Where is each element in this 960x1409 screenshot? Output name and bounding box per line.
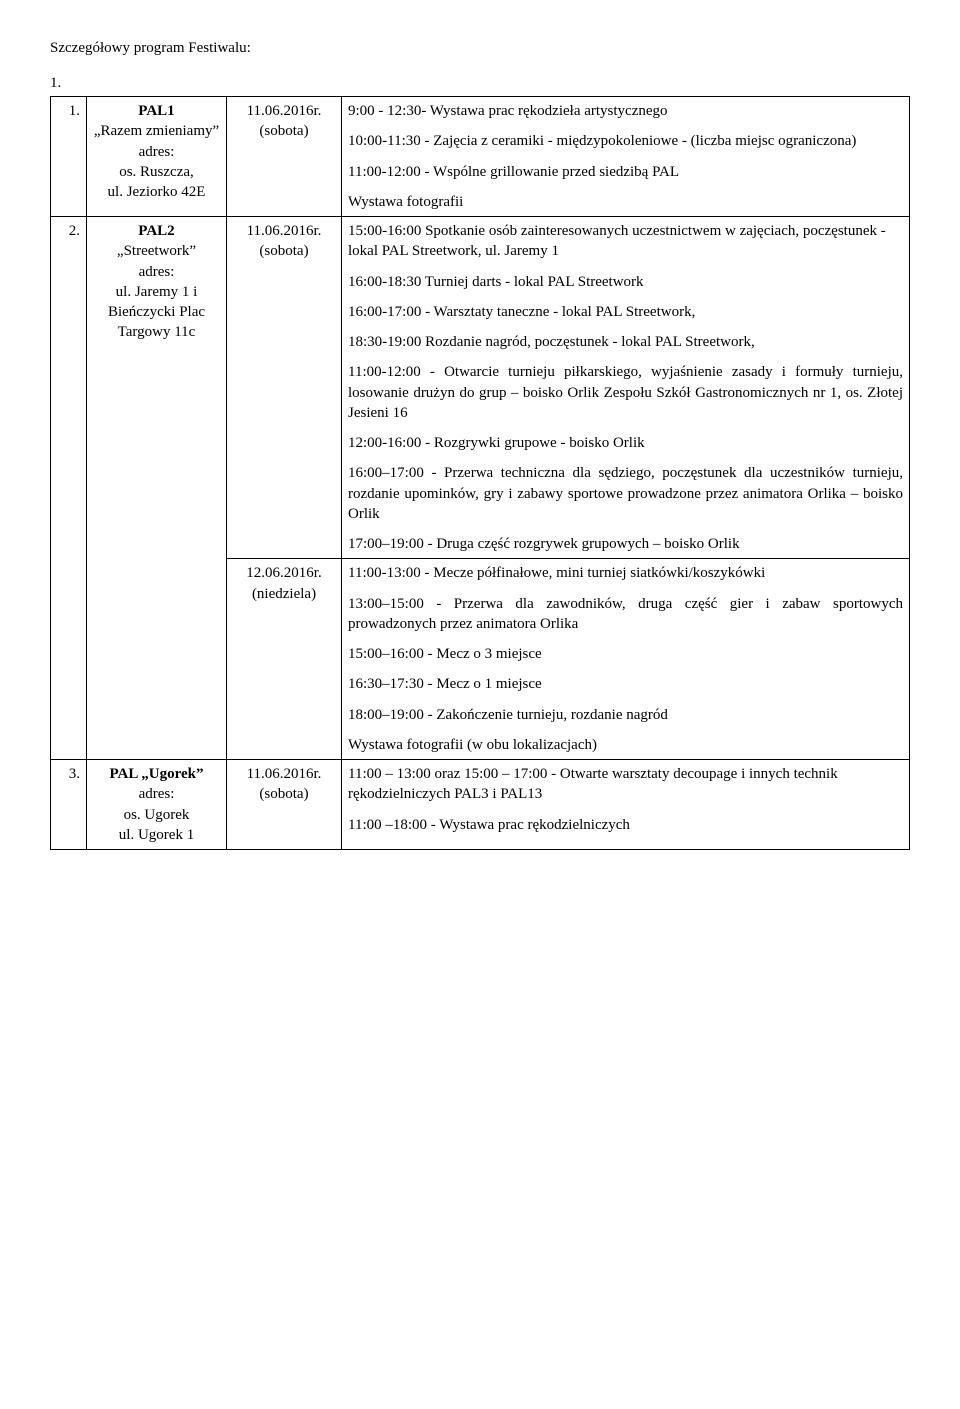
date-line: (sobota) [233,784,335,804]
pal-addr-label: adres: [93,262,220,282]
table-row: 1. PAL1 „Razem zmieniamy” adres: os. Rus… [51,97,910,217]
desc-line: Wystawa fotografii (w obu lokalizacjach) [348,735,903,755]
desc-line: 13:00–15:00 - Przerwa dla zawodników, dr… [348,594,903,635]
date-line: 11.06.2016r. [233,101,335,121]
desc-line: 18:30-19:00 Rozdanie nagród, poczęstunek… [348,332,903,352]
date-line: 12.06.2016r. [233,563,335,583]
desc-line: 11:00-12:00 - Otwarcie turnieju piłkarsk… [348,362,903,423]
date-cell: 12.06.2016r. (niedziela) [227,559,342,760]
desc-line: 17:00–19:00 - Druga część rozgrywek grup… [348,534,903,554]
date-cell: 11.06.2016r. (sobota) [227,97,342,217]
pal-addr-line: os. Ugorek [93,805,220,825]
desc-line: Wystawa fotografii [348,192,903,212]
row-number: 1. [51,97,87,217]
desc-line: 12:00-16:00 - Rozgrywki grupowe - boisko… [348,433,903,453]
pal-cell: PAL1 „Razem zmieniamy” adres: os. Ruszcz… [87,97,227,217]
date-cell: 11.06.2016r. (sobota) [227,217,342,559]
pal-title: PAL „Ugorek” [109,766,203,782]
section-number: 1. [50,75,910,92]
desc-line: 16:00–17:00 - Przerwa techniczna dla sęd… [348,463,903,524]
table-row: 2. PAL2 „Streetwork” adres: ul. Jaremy 1… [51,217,910,559]
pal-quote: „Streetwork” [93,241,220,261]
desc-cell: 9:00 - 12:30- Wystawa prac rękodzieła ar… [342,97,910,217]
pal-quote: „Razem zmieniamy” [93,121,220,141]
row-number: 2. [51,217,87,760]
date-line: (sobota) [233,121,335,141]
desc-cell: 15:00-16:00 Spotkanie osób zainteresowan… [342,217,910,559]
pal-cell: PAL „Ugorek” adres: os. Ugorek ul. Ugore… [87,760,227,850]
desc-line: 11:00 –18:00 - Wystawa prac rękodzielnic… [348,815,903,835]
page-heading: Szczegółowy program Festiwalu: [50,40,910,57]
row-number: 3. [51,760,87,850]
desc-line: 9:00 - 12:30- Wystawa prac rękodzieła ar… [348,101,903,121]
pal-addr-label: adres: [93,142,220,162]
date-line: (sobota) [233,241,335,261]
desc-line: 18:00–19:00 - Zakończenie turnieju, rozd… [348,705,903,725]
date-line: (niedziela) [233,584,335,604]
date-line: 11.06.2016r. [233,764,335,784]
desc-line: 15:00-16:00 Spotkanie osób zainteresowan… [348,221,903,262]
pal-cell: PAL2 „Streetwork” adres: ul. Jaremy 1 i … [87,217,227,760]
desc-line: 11:00 – 13:00 oraz 15:00 – 17:00 - Otwar… [348,764,903,805]
date-line: 11.06.2016r. [233,221,335,241]
pal-addr-line: ul. Jeziorko 42E [93,182,220,202]
pal-addr-label: adres: [93,784,220,804]
desc-line: 16:00-18:30 Turniej darts - lokal PAL St… [348,272,903,292]
pal-title: PAL2 [93,221,220,241]
desc-line: 16:00-17:00 - Warsztaty taneczne - lokal… [348,302,903,322]
desc-line: 11:00-12:00 - Wspólne grillowanie przed … [348,162,903,182]
pal-addr-line: os. Ruszcza, [93,162,220,182]
desc-cell: 11:00 – 13:00 oraz 15:00 – 17:00 - Otwar… [342,760,910,850]
schedule-table: 1. PAL1 „Razem zmieniamy” adres: os. Rus… [50,96,910,850]
pal-addr-line: ul. Ugorek 1 [93,825,220,845]
desc-cell: 11:00-13:00 - Mecze półfinałowe, mini tu… [342,559,910,760]
date-cell: 11.06.2016r. (sobota) [227,760,342,850]
pal-title: PAL1 [93,101,220,121]
desc-line: 11:00-13:00 - Mecze półfinałowe, mini tu… [348,563,903,583]
desc-line: 15:00–16:00 - Mecz o 3 miejsce [348,644,903,664]
pal-addr-line: ul. Jaremy 1 i Bieńczycki Plac Targowy 1… [93,282,220,343]
desc-line: 10:00-11:30 - Zajęcia z ceramiki - międz… [348,131,903,151]
table-row: 3. PAL „Ugorek” adres: os. Ugorek ul. Ug… [51,760,910,850]
desc-line: 16:30–17:30 - Mecz o 1 miejsce [348,674,903,694]
